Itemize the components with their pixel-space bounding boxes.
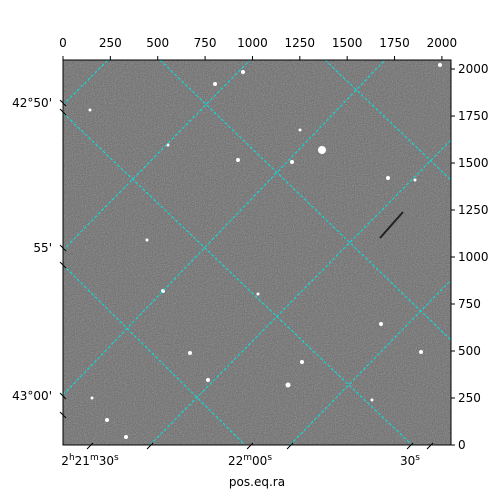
frame — [62, 59, 452, 446]
dec-tick-label: 43°00' — [12, 389, 52, 403]
x-tick-label: 500 — [146, 36, 169, 50]
y-tick-label: 250 — [458, 391, 481, 405]
sky-image — [63, 60, 451, 445]
y-tick-label: 1000 — [458, 250, 489, 264]
y-tick-label: 1500 — [458, 156, 489, 170]
ra-tick-label: 2h21m30s — [61, 453, 119, 468]
ra-tick-label: 30s — [400, 453, 420, 468]
ra-tick-label: 22m00s — [228, 453, 272, 468]
wcs-tick — [426, 442, 434, 450]
y-tick-label: 0 — [458, 438, 466, 452]
wcs-tick — [59, 392, 67, 400]
y-tick-label: 500 — [458, 344, 481, 358]
x-tick-label: 2000 — [427, 36, 458, 50]
wcs-tick — [59, 99, 67, 107]
wcs-tick — [59, 261, 67, 269]
y-tick-label: 750 — [458, 297, 481, 311]
y-tick-label: 2000 — [458, 62, 489, 76]
coordinate-grid — [63, 60, 451, 445]
wcs-tick — [246, 442, 254, 450]
y-tick-label: 1250 — [458, 203, 489, 217]
wcs-tick — [59, 411, 67, 419]
wcs-tick — [59, 108, 67, 116]
x-tick-label: 1000 — [237, 36, 268, 50]
wcs-tick — [59, 244, 67, 252]
x-tick-label: 1750 — [379, 36, 410, 50]
x-tick-label: 1250 — [285, 36, 316, 50]
x-tick-label: 1500 — [332, 36, 363, 50]
x-axis-label: pos.eq.ra — [229, 475, 285, 489]
wcs-tick — [86, 442, 94, 450]
y-tick-label: 1750 — [458, 109, 489, 123]
wcs-tick — [406, 442, 414, 450]
dec-tick-label: 55' — [33, 241, 52, 255]
dec-tick-label: 42°50' — [12, 96, 52, 110]
x-tick-label: 0 — [59, 36, 67, 50]
x-tick-label: 250 — [99, 36, 122, 50]
wcs-tick — [146, 442, 154, 450]
x-tick-label: 750 — [194, 36, 217, 50]
wcs-tick — [286, 442, 294, 450]
